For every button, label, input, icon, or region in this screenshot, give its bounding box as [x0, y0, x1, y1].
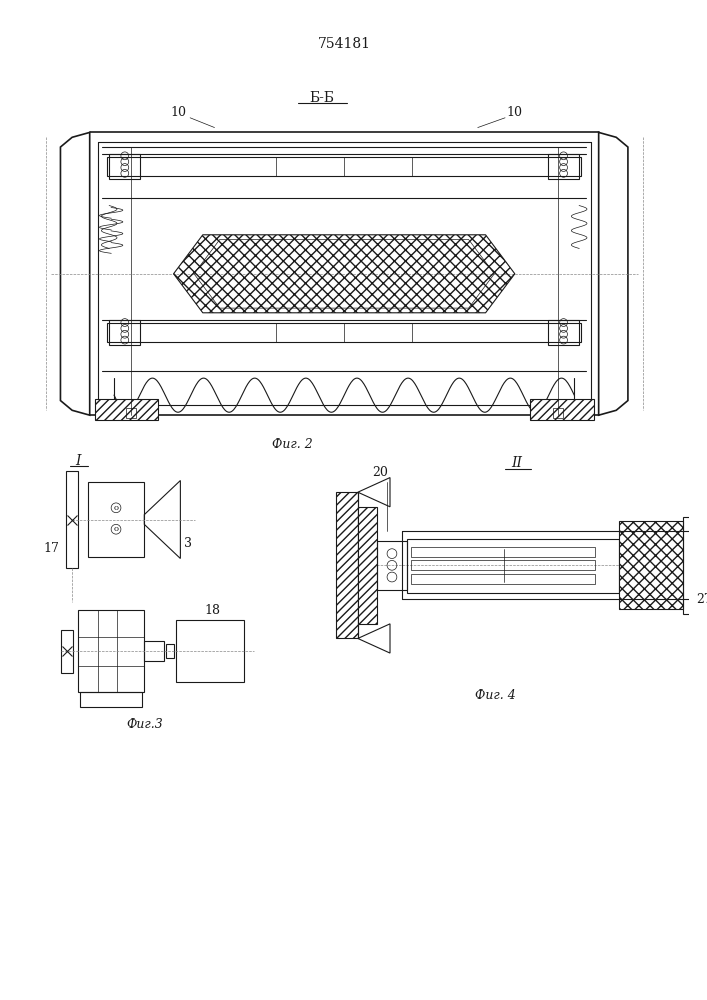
Text: 10: 10 [170, 106, 187, 119]
Bar [109, 154, 141, 179]
Bar [407, 539, 619, 593]
Bar [411, 574, 595, 584]
Text: Фиг. 2: Фиг. 2 [272, 438, 313, 451]
Bar [62, 630, 73, 673]
Text: 20: 20 [373, 466, 388, 479]
Text: o: o [114, 504, 119, 512]
Bar [88, 482, 144, 557]
Bar [107, 323, 581, 342]
Text: Фиг.3: Фиг.3 [126, 718, 163, 731]
Text: 3: 3 [185, 537, 192, 550]
Bar [175, 620, 244, 682]
Bar [530, 399, 594, 420]
Bar [165, 644, 173, 658]
Text: 27: 27 [696, 593, 707, 606]
Bar [378, 541, 407, 590]
Bar [682, 517, 698, 614]
Text: 754181: 754181 [317, 37, 370, 51]
Text: Б-Б: Б-Б [309, 91, 334, 105]
Text: 17: 17 [44, 542, 59, 555]
Text: I: I [75, 454, 81, 468]
Bar [66, 471, 78, 568]
Bar [548, 154, 579, 179]
Bar [411, 547, 595, 557]
Text: 10: 10 [507, 106, 522, 119]
Bar [107, 157, 581, 176]
Text: 18: 18 [204, 604, 221, 617]
Bar [126, 408, 136, 418]
Bar [619, 521, 682, 609]
Bar [411, 560, 595, 570]
Bar [337, 492, 358, 638]
Bar [548, 320, 579, 345]
Bar [95, 399, 158, 420]
Bar [78, 610, 144, 692]
Bar [80, 692, 142, 707]
Bar [358, 507, 378, 624]
Bar [109, 320, 141, 345]
Text: Фиг. 4: Фиг. 4 [475, 689, 515, 702]
Text: o: o [114, 525, 119, 533]
Bar [553, 408, 563, 418]
Bar [144, 641, 164, 661]
Text: II: II [511, 456, 522, 470]
